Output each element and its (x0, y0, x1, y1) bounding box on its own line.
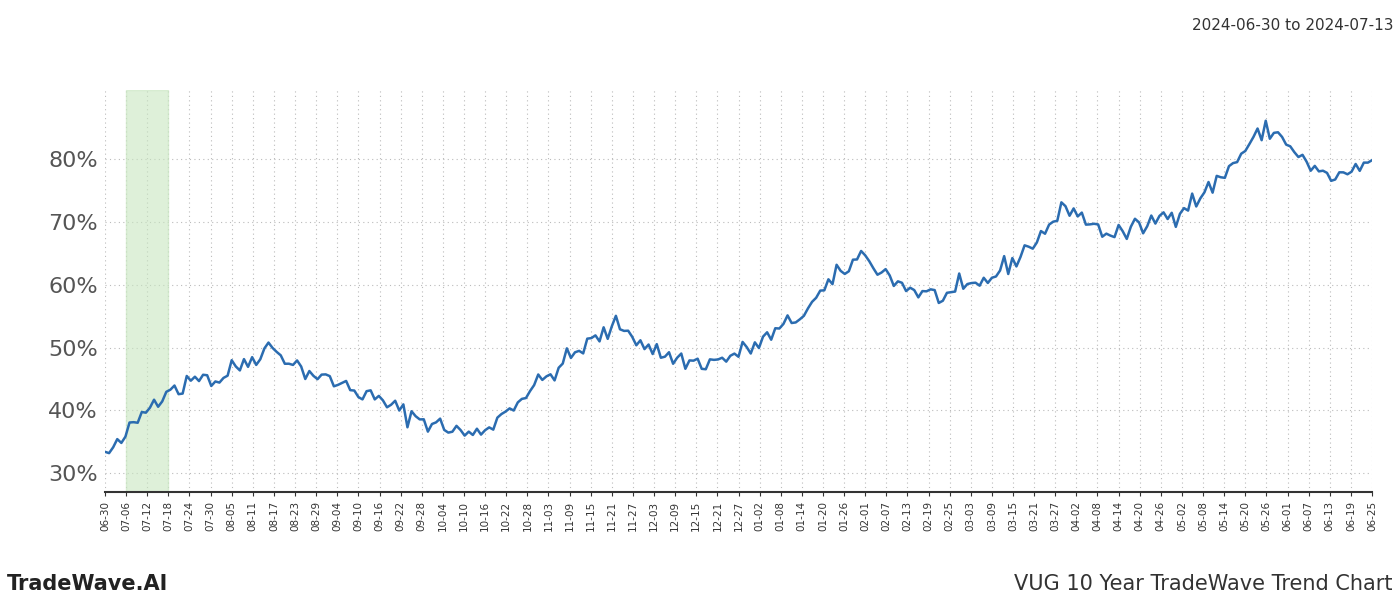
Text: VUG 10 Year TradeWave Trend Chart: VUG 10 Year TradeWave Trend Chart (1015, 574, 1393, 594)
Text: TradeWave.AI: TradeWave.AI (7, 574, 168, 594)
Bar (126, 90, 168, 492)
Text: 2024-06-30 to 2024-07-13: 2024-06-30 to 2024-07-13 (1191, 18, 1393, 33)
